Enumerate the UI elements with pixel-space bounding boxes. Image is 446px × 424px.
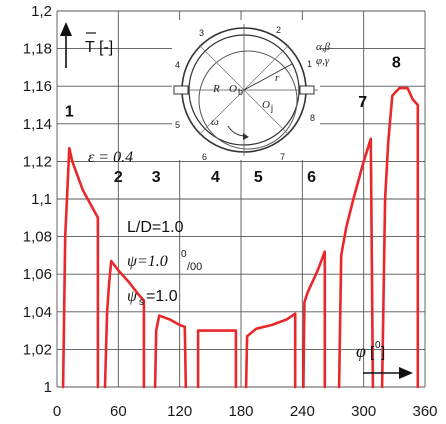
phi-unit-sup: 0 <box>375 340 381 351</box>
series-segment-5 <box>244 312 297 389</box>
segment-label-1: 1 <box>65 103 74 120</box>
x-tick-label: 360 <box>412 403 437 420</box>
series-segment-3 <box>153 314 188 389</box>
y-axis-arrow-head <box>60 22 72 36</box>
psi-main: ψ=1.0 <box>127 253 168 270</box>
segment-labels: 1 2 3 4 5 6 7 8 <box>65 54 401 186</box>
series-segment-1 <box>61 146 100 389</box>
segment-label-3: 3 <box>152 169 161 186</box>
series-segment-8 <box>380 86 420 389</box>
rotation-arrow-head <box>243 133 249 140</box>
segment-label-4: 4 <box>211 169 220 186</box>
x-tick-label: 300 <box>351 403 376 420</box>
t-label: T <box>85 39 95 56</box>
y-axis-label: T [-] <box>60 22 113 68</box>
radius-line <box>243 63 293 91</box>
series-segment-6 <box>302 250 327 389</box>
psis-annotation: ψ s =1.0 <box>127 288 178 308</box>
bearing-diagram: 3 2 1 4 5 6 7 8 α,β φ,γ R O b r O j ω <box>172 20 331 162</box>
t-unit: [-] <box>99 39 113 56</box>
omega-label: ω <box>211 116 219 128</box>
bearing-num-7: 7 <box>280 152 285 162</box>
r-big-label: R <box>212 83 220 95</box>
segment-label-6: 6 <box>307 169 316 186</box>
x-tick-label: 0 <box>53 403 61 420</box>
y-tick-label: 1,08 <box>23 229 52 246</box>
oj-label: O <box>262 99 270 111</box>
tick-labels: 0 60 120 180 240 300 36011,021,041,061,081,11,… <box>23 3 438 420</box>
psis-symbol: ψ <box>127 288 138 305</box>
x-axis-label: φ [ 0 ] <box>356 340 413 379</box>
segment-label-5: 5 <box>254 169 263 186</box>
segment-label-8: 8 <box>392 54 401 71</box>
r-small-label: r <box>275 72 280 84</box>
y-tick-label: 1,12 <box>23 153 52 170</box>
bearing-num-1: 1 <box>307 59 312 69</box>
segment-label-2: 2 <box>114 169 123 186</box>
segment-label-7: 7 <box>358 94 367 111</box>
series-segment-2 <box>103 259 146 389</box>
bearing-num-3: 3 <box>199 28 204 38</box>
bearing-num-4: 4 <box>175 60 180 70</box>
y-tick-label: 1,06 <box>23 266 52 283</box>
ld-annotation: L/D=1.0 <box>127 219 184 236</box>
x-tick-label: 120 <box>167 403 192 420</box>
oil-groove-right <box>299 85 315 95</box>
phi-unit-close: ] <box>381 344 385 361</box>
series-line <box>61 86 420 389</box>
alpha-beta-label: α,β <box>316 41 331 53</box>
journal-circle <box>198 50 298 150</box>
y-tick-label: 1,04 <box>23 304 52 321</box>
psis-sub: s <box>139 297 144 308</box>
psis-value: =1.0 <box>146 288 178 305</box>
psi-annotation: ψ=1.0 0 /00 <box>127 249 202 273</box>
phi-gamma-label: φ,γ <box>316 55 330 67</box>
phi-unit-open: [ <box>370 344 375 361</box>
epsilon-annotation: ε = 0.4 <box>88 149 133 166</box>
ob-label: O <box>229 83 237 95</box>
bearing-num-5: 5 <box>175 120 180 130</box>
bearing-num-2: 2 <box>276 25 281 35</box>
phi-symbol: φ <box>356 341 366 361</box>
ob-sub-label: b <box>238 87 243 97</box>
series-segment-4 <box>196 329 238 389</box>
psi-sup: 0 <box>181 249 187 260</box>
y-tick-label: 1,14 <box>23 116 52 133</box>
psi-sub: /00 <box>187 261 202 273</box>
y-tick-label: 1,1 <box>31 191 52 208</box>
x-tick-label: 180 <box>228 403 253 420</box>
y-tick-label: 1,16 <box>23 78 52 95</box>
x-axis-arrow-head <box>399 367 413 379</box>
oil-groove-left <box>173 85 189 95</box>
x-tick-label: 240 <box>290 403 315 420</box>
y-tick-label: 1,02 <box>23 341 52 358</box>
bearing-num-8: 8 <box>310 113 315 123</box>
series-segment-7 <box>337 137 375 389</box>
bearing-num-6: 6 <box>202 152 207 162</box>
oj-sub-label: j <box>270 103 273 113</box>
x-tick-label: 60 <box>110 403 127 420</box>
y-tick-label: 1,2 <box>31 3 52 20</box>
y-tick-label: 1 <box>44 379 52 396</box>
y-tick-label: 1,18 <box>23 41 52 58</box>
